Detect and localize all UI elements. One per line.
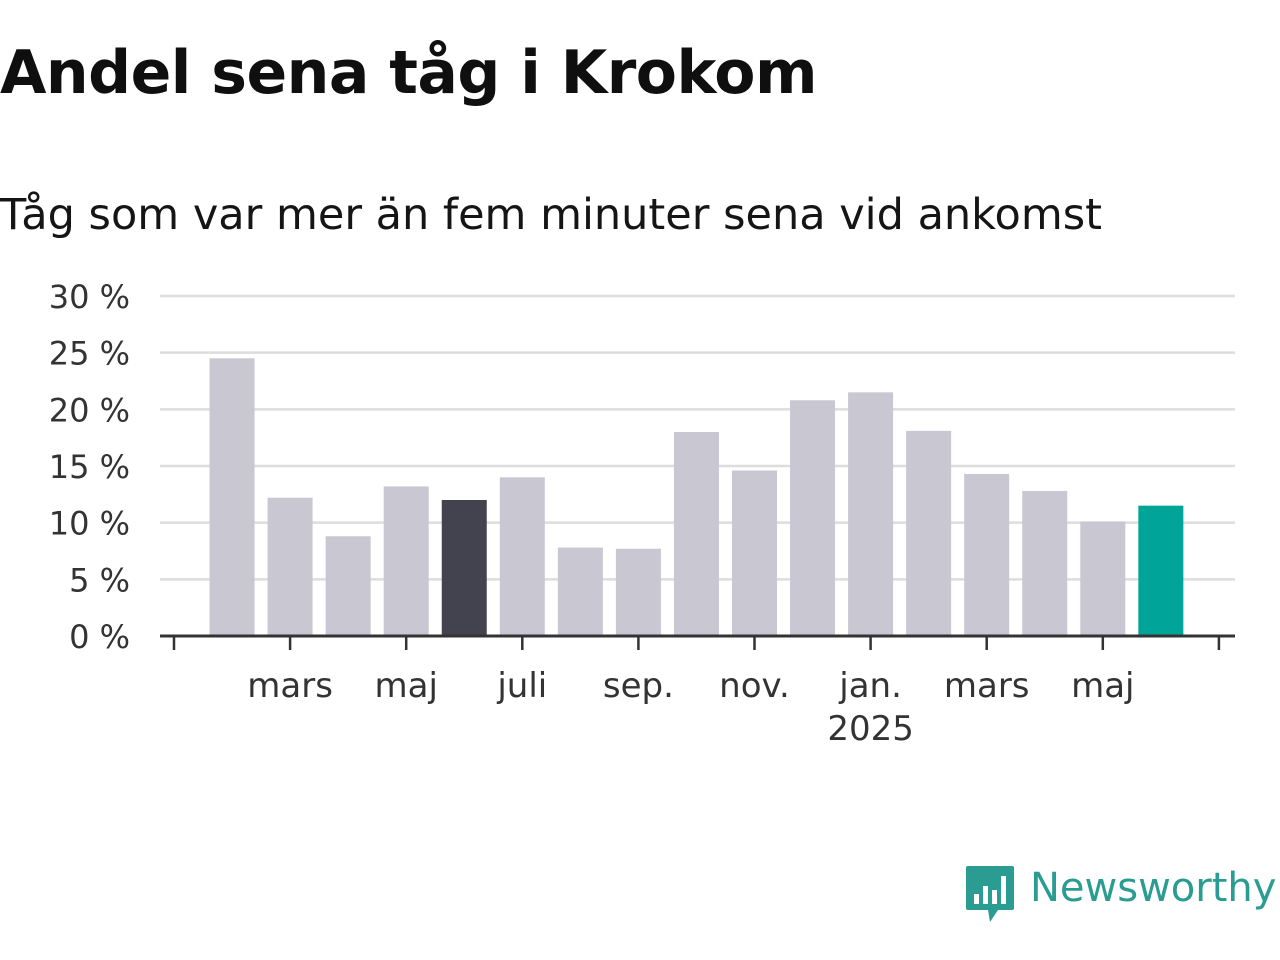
x-tick-label: sep. [603, 666, 674, 706]
brand-logo: Newsworthy [964, 864, 1276, 928]
bar [1138, 505, 1184, 636]
newsworthy-logo-icon [966, 866, 1014, 922]
bar [499, 477, 545, 636]
y-tick-label: 30 % [49, 278, 130, 316]
x-axis [160, 634, 1235, 650]
y-tick-label: 20 % [49, 391, 130, 429]
y-tick-label: 0 % [69, 618, 130, 656]
bar [267, 497, 313, 636]
bar [673, 432, 719, 636]
y-tick-label: 15 % [49, 448, 130, 486]
chart-subtitle: Tåg som var mer än fem minuter sena vid … [0, 190, 1103, 240]
bar [325, 536, 371, 636]
bar [906, 430, 952, 636]
bar [848, 392, 894, 636]
bar [557, 547, 603, 636]
x-tick-label: maj [374, 666, 437, 706]
bar [383, 486, 429, 636]
bar [441, 500, 487, 636]
bar [1022, 490, 1068, 636]
x-tick-label: juli [496, 666, 547, 706]
y-tick-label: 25 % [49, 335, 130, 373]
x-tick-label: nov. [719, 666, 790, 706]
bar [732, 470, 777, 636]
bar [209, 358, 255, 636]
brand-name: Newsworthy [1030, 865, 1277, 911]
bar [1080, 521, 1126, 636]
x-tick-label: mars [944, 666, 1030, 706]
x-tick-label: jan. [838, 666, 902, 706]
bar [790, 400, 836, 636]
bars [209, 358, 1184, 636]
y-tick-label: 5 % [69, 561, 130, 599]
tick-labels: 0 % 5 % 10 % 15 % 20 % 25 % 30 % mars maj juli sep… [49, 278, 1135, 749]
y-tick-label: 10 % [49, 505, 130, 543]
bar [964, 473, 1010, 636]
x-tick-year-label: 2025 [827, 709, 914, 749]
bar [615, 548, 661, 636]
chart-title: Andel sena tåg i Krokom [0, 38, 818, 108]
x-tick-label: maj [1071, 666, 1134, 706]
x-tick-label: mars [247, 666, 333, 706]
